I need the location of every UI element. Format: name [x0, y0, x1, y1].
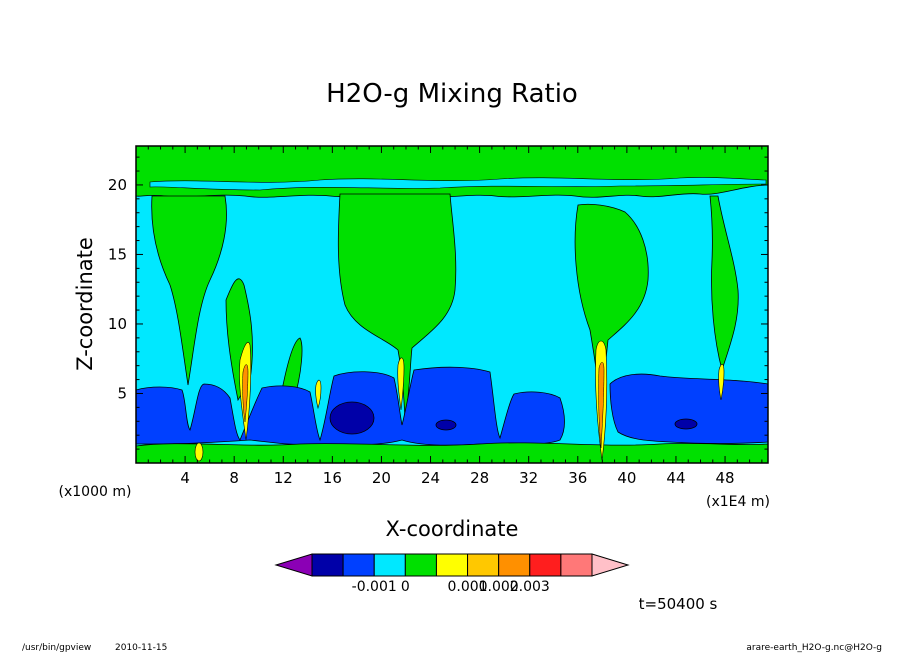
band-streak	[149, 177, 767, 191]
y-scale-note: (x1000 m)	[59, 484, 132, 500]
right-green-plume	[574, 203, 649, 401]
x-tick-label: 8	[229, 469, 239, 487]
colorbar-cell	[311, 553, 344, 577]
x-tick-label: 20	[372, 469, 391, 487]
x-tick-label: 36	[568, 469, 587, 487]
yellow-plume-47	[718, 363, 725, 401]
y-tick-label: 5	[117, 384, 127, 402]
dark-core-16	[329, 401, 375, 435]
orange-plume-37	[598, 362, 605, 449]
y-axis: 5 10 15 20	[108, 156, 768, 450]
colorbar-label: 0.003	[510, 579, 550, 595]
colorbar-cell	[560, 553, 593, 577]
footer-date: 2010-11-15	[115, 643, 167, 653]
contour-field	[136, 146, 768, 463]
colorbar-cell	[342, 553, 375, 577]
x-tick-label: 48	[716, 469, 735, 487]
time-label: t=50400 s	[639, 595, 718, 613]
colorbar-cell	[373, 553, 406, 577]
blue-low-layer-right	[609, 373, 768, 444]
plot-frame	[135, 145, 769, 464]
x-scale-note: (x1E4 m)	[706, 494, 770, 510]
colorbar-label: 0.002	[479, 579, 519, 595]
colorbar-label: 0	[401, 579, 410, 595]
x-tick-label: 44	[666, 469, 685, 487]
y-tick-label: 10	[108, 315, 127, 333]
yellow-plume-21	[397, 357, 405, 411]
x-tick-label: 32	[519, 469, 538, 487]
plume-13	[281, 337, 303, 401]
footer-program: /usr/bin/gpview	[22, 643, 91, 653]
colorbar-high-arrow	[591, 553, 630, 577]
colorbar-label: 0.001	[448, 579, 488, 595]
colorbar-cell	[435, 553, 469, 577]
dark-core-45	[674, 418, 698, 430]
colorbar-label: -0.001	[352, 579, 397, 595]
y-axis-label: Z-coordinate	[73, 237, 97, 371]
colorbar-cell	[498, 553, 531, 577]
x-tick-label: 4	[180, 469, 190, 487]
x-tick-label: 24	[421, 469, 440, 487]
colorbar-low-arrow	[274, 553, 313, 577]
yellow-plume-15	[315, 379, 322, 410]
left-green-plume	[151, 195, 227, 386]
footer-source: arare-earth_H2O-g.nc@H2O-g	[746, 643, 882, 653]
x-tick-label: 40	[617, 469, 636, 487]
x-tick-label: 16	[323, 469, 342, 487]
x-axis-label: X-coordinate	[386, 517, 519, 541]
yellow-spot-5	[194, 442, 204, 462]
y-tick-label: 20	[108, 176, 127, 194]
surface-green-layer	[136, 442, 768, 463]
colorbar-cell	[529, 553, 562, 577]
x-axis: 4 8 12 16 20 24 28 32 36 40 44 48	[147, 146, 763, 487]
colorbar-cell	[467, 553, 500, 577]
x-tick-label: 12	[274, 469, 293, 487]
colorbar-cell	[404, 553, 437, 577]
dark-core-23	[435, 419, 457, 431]
chart-title: H2O-g Mixing Ratio	[326, 79, 578, 109]
y-tick-label: 15	[108, 245, 127, 263]
orange-plume-8	[242, 364, 249, 423]
x-tick-label: 28	[470, 469, 489, 487]
